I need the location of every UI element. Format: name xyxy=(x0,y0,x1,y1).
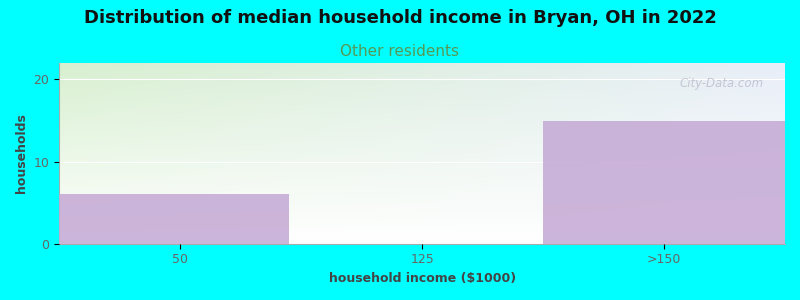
Bar xyxy=(59,194,289,244)
X-axis label: household income ($1000): household income ($1000) xyxy=(329,272,516,285)
Text: City-Data.com: City-Data.com xyxy=(679,77,763,91)
Text: Other residents: Other residents xyxy=(341,44,459,59)
Bar xyxy=(543,121,785,244)
Y-axis label: households: households xyxy=(15,113,28,193)
Text: Distribution of median household income in Bryan, OH in 2022: Distribution of median household income … xyxy=(83,9,717,27)
